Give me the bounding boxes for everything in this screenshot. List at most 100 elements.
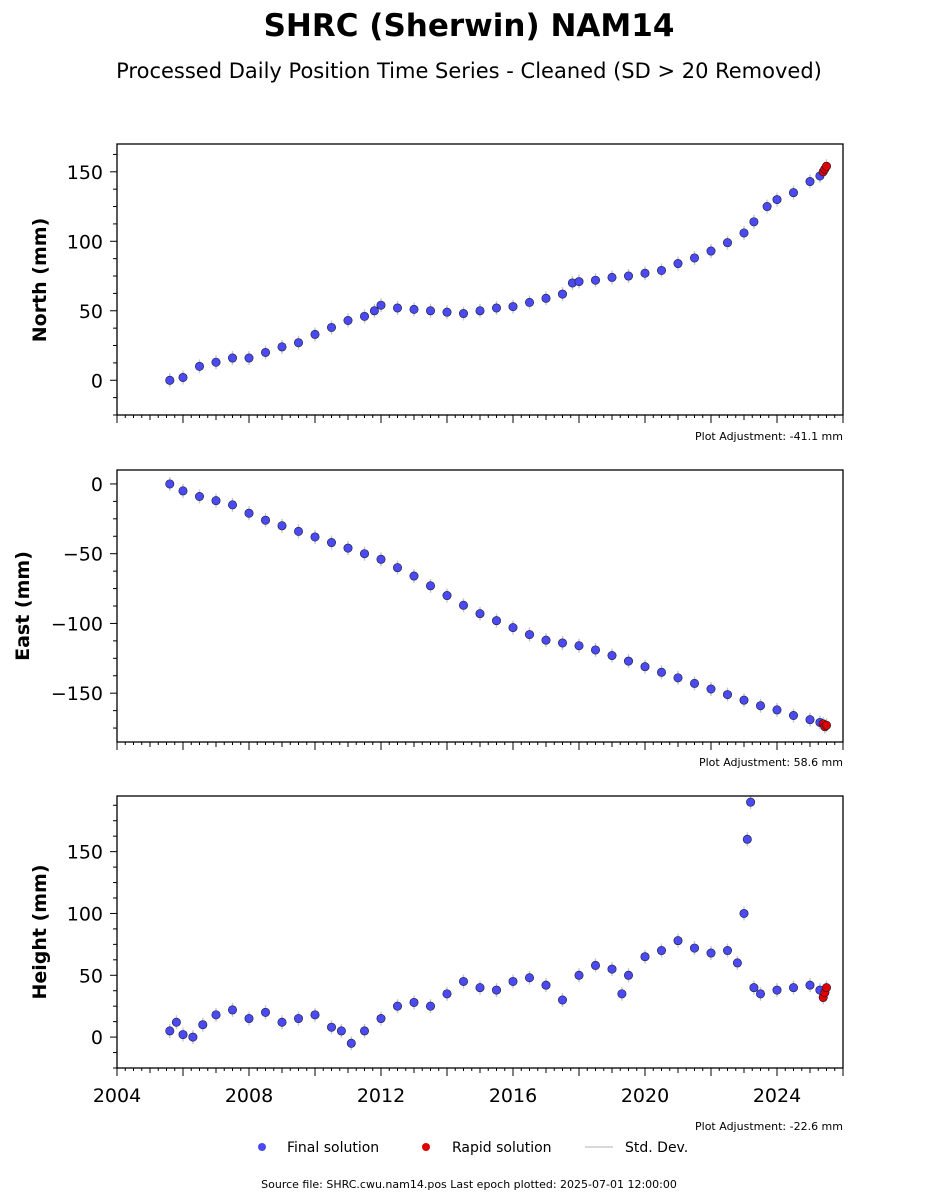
final-point xyxy=(346,1038,356,1048)
final-point xyxy=(590,645,600,655)
final-point xyxy=(442,307,452,317)
final-point xyxy=(524,973,534,983)
final-point xyxy=(442,591,452,601)
final-point xyxy=(722,946,732,956)
y-axis-label: East (mm) xyxy=(12,551,34,661)
final-point xyxy=(244,353,254,363)
final-point xyxy=(574,277,584,287)
final-point xyxy=(491,616,501,626)
legend-rapid-label: Rapid solution xyxy=(452,1140,552,1156)
final-point xyxy=(277,342,287,352)
final-point xyxy=(722,238,732,248)
final-point xyxy=(557,289,567,299)
final-point xyxy=(475,983,485,993)
final-point xyxy=(178,372,188,382)
final-point xyxy=(171,1017,181,1027)
final-point xyxy=(739,695,749,705)
final-point xyxy=(165,375,175,385)
final-point xyxy=(689,943,699,953)
final-point xyxy=(732,958,742,968)
final-point xyxy=(178,486,188,496)
final-point xyxy=(749,217,759,227)
final-point xyxy=(739,228,749,238)
y-tick-label: −100 xyxy=(51,613,103,635)
final-point xyxy=(541,635,551,645)
final-point xyxy=(706,684,716,694)
final-point xyxy=(458,600,468,610)
final-point xyxy=(425,1001,435,1011)
x-tick-label: 2024 xyxy=(753,1085,801,1107)
final-point xyxy=(574,641,584,651)
y-tick-label: 0 xyxy=(91,474,103,496)
final-point xyxy=(293,338,303,348)
final-point xyxy=(541,980,551,990)
final-point xyxy=(656,946,666,956)
final-point xyxy=(195,361,205,371)
plot-adjustment: Plot Adjustment: -41.1 mm xyxy=(695,430,843,443)
plot-adjustment: Plot Adjustment: 58.6 mm xyxy=(699,756,843,769)
final-point xyxy=(524,297,534,307)
final-point xyxy=(178,1030,188,1040)
final-point xyxy=(590,275,600,285)
x-tick-label: 2008 xyxy=(225,1085,273,1107)
x-tick-label: 2020 xyxy=(621,1085,669,1107)
final-point xyxy=(590,960,600,970)
axis-layer: 0 −50 −100 −150 xyxy=(51,474,844,750)
y-tick-label: −50 xyxy=(63,544,103,566)
final-point xyxy=(326,538,336,548)
y-tick-label: 50 xyxy=(79,965,103,987)
final-point xyxy=(310,329,320,339)
final-point xyxy=(310,532,320,542)
final-point xyxy=(762,202,772,212)
axis-layer: 2004 2008 2012 2016 2020 2024 0 50 100 150 xyxy=(67,804,844,1107)
final-point xyxy=(607,272,617,282)
series-layer xyxy=(165,797,831,1048)
final-point xyxy=(228,1005,238,1015)
final-point xyxy=(623,271,633,281)
final-point xyxy=(805,715,815,725)
chart-title: SHRC (Sherwin) NAM14 xyxy=(264,8,675,44)
final-point xyxy=(475,306,485,316)
final-point xyxy=(260,347,270,357)
final-point xyxy=(409,571,419,581)
final-point xyxy=(293,1014,303,1024)
x-tick-label: 2012 xyxy=(357,1085,405,1107)
plot-frame xyxy=(116,795,844,1069)
final-point xyxy=(805,980,815,990)
final-point xyxy=(343,543,353,553)
y-tick-label: −150 xyxy=(51,683,103,705)
final-point xyxy=(557,638,567,648)
final-point xyxy=(508,302,518,312)
legend-final-marker xyxy=(258,1143,266,1151)
y-tick-label: 0 xyxy=(91,1027,103,1049)
final-point xyxy=(458,976,468,986)
final-point xyxy=(277,1017,287,1027)
final-point xyxy=(228,353,238,363)
axis-layer: 0 50 100 150 xyxy=(67,153,844,423)
final-point xyxy=(491,303,501,313)
final-point xyxy=(755,701,765,711)
stddev-bars xyxy=(169,795,828,1051)
final-point xyxy=(508,623,518,633)
final-point xyxy=(211,357,221,367)
final-point xyxy=(607,964,617,974)
legend-rapid-marker xyxy=(422,1143,430,1151)
series-layer xyxy=(165,479,831,732)
final-point xyxy=(656,265,666,275)
plot-frame xyxy=(116,469,844,743)
final-point xyxy=(574,970,584,980)
final-point xyxy=(617,989,627,999)
final-point xyxy=(165,479,175,489)
panel-height: 2004 2008 2012 2016 2020 2024 0 50 100 150 Height… xyxy=(29,795,844,1133)
final-point xyxy=(188,1032,198,1042)
final-point xyxy=(706,948,716,958)
final-point xyxy=(359,549,369,559)
final-point xyxy=(656,667,666,677)
final-point xyxy=(788,710,798,720)
final-point xyxy=(722,690,732,700)
legend-stddev-label: Std. Dev. xyxy=(625,1140,688,1156)
final-point xyxy=(195,492,205,502)
final-point xyxy=(425,581,435,591)
final-point xyxy=(165,1026,175,1036)
final-point xyxy=(524,630,534,640)
